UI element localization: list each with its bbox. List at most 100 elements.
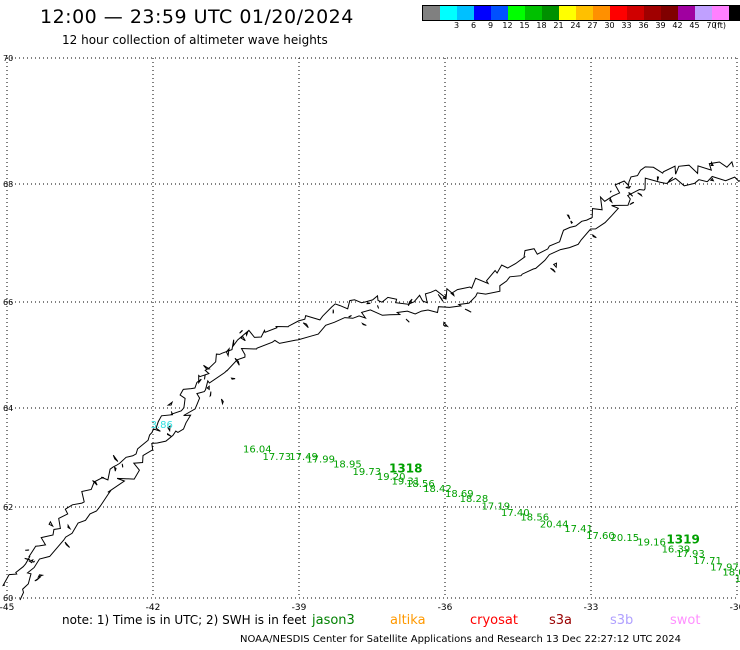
footnote: note: 1) Time is in UTC; 2) SWH is in fe… xyxy=(62,613,307,627)
island-outline xyxy=(637,192,643,198)
color-scale-label: 21 xyxy=(553,21,564,30)
color-scale-label: 18 xyxy=(536,21,547,30)
lat-lon-grid xyxy=(6,57,738,599)
color-scale-label: 33 xyxy=(621,21,632,30)
wave-height-label: 17.40 xyxy=(501,508,530,519)
wave-height-label: 20.44 xyxy=(540,519,569,530)
axis-tick-labels: -45 -42 -39 -36 -33 -30 70 68 66 64 62 60 xyxy=(0,54,740,613)
island-outline xyxy=(67,523,72,531)
island-outline xyxy=(204,373,206,380)
island-outline xyxy=(366,302,371,305)
wave-height-label: 17.60 xyxy=(586,531,615,542)
wave-height-label: 17.49 xyxy=(289,452,318,463)
island-outline xyxy=(121,463,124,468)
island-outline xyxy=(225,347,230,358)
wave-height-label: 19 xyxy=(735,574,740,585)
wave-height-label: 16.39 xyxy=(662,545,691,556)
x-tick-label: -39 xyxy=(292,603,307,613)
color-scale-label: 15 xyxy=(519,21,530,30)
altimeter-tracks: 3.8616.0417.7317.4917.9918.9519.7319.201… xyxy=(151,420,740,585)
island-outline xyxy=(591,234,597,239)
island-outline xyxy=(230,377,236,380)
x-tick-label: -30 xyxy=(730,603,740,613)
credit-footer: NOAA/NESDIS Center for Satellite Applica… xyxy=(240,634,682,645)
wave-height-label: 20.15 xyxy=(610,533,639,544)
island-outline xyxy=(245,330,249,337)
color-swatch xyxy=(440,6,457,20)
x-tick-label: -45 xyxy=(0,603,14,613)
coastline-path xyxy=(2,160,734,587)
island-outline xyxy=(625,185,632,189)
wave-height-label: 17.97 xyxy=(710,563,739,574)
island-outline xyxy=(34,576,41,582)
wave-height-label: 3.86 xyxy=(151,420,173,431)
island-outline xyxy=(710,160,714,166)
island-outline xyxy=(405,318,410,323)
island-outline xyxy=(220,398,224,406)
color-swatch xyxy=(474,6,491,20)
color-swatch xyxy=(695,6,712,20)
satellite-legend-s3a: s3a xyxy=(549,613,573,628)
island-outline xyxy=(656,176,660,181)
color-scale-label: 45 xyxy=(689,21,700,30)
color-scale-label: 9 xyxy=(487,21,494,30)
color-scale-label: 36 xyxy=(638,21,649,30)
island-outline xyxy=(113,466,117,472)
wave-height-label: 19.16 xyxy=(637,538,666,549)
island-outline xyxy=(203,364,211,370)
island-outline xyxy=(48,520,54,528)
color-swatch xyxy=(576,6,593,20)
pass-number-label: 1318 xyxy=(389,461,422,475)
island-outline xyxy=(209,391,212,398)
island-outline xyxy=(566,214,571,220)
color-scale-label: 24 xyxy=(570,21,581,30)
island-outline xyxy=(348,315,352,318)
color-swatch xyxy=(559,6,576,20)
island-outline xyxy=(166,432,172,437)
color-swatch xyxy=(508,6,525,20)
y-tick-label: 70 xyxy=(3,54,13,63)
color-scale-unit: (ft) xyxy=(714,21,727,30)
island-outline xyxy=(167,425,171,433)
color-swatch xyxy=(593,6,610,20)
island-outline xyxy=(24,557,31,561)
island-outline xyxy=(64,541,70,548)
wave-height-label: 18.28 xyxy=(460,494,489,505)
island-outline xyxy=(709,177,715,182)
color-scale-label: 6 xyxy=(470,21,477,30)
color-scale-label: 70 xyxy=(706,21,717,30)
color-swatch xyxy=(712,6,729,20)
color-swatch xyxy=(678,6,695,20)
island-outline xyxy=(112,454,119,462)
y-tick-label: 62 xyxy=(3,503,13,512)
color-scale-label: 39 xyxy=(655,21,666,30)
color-scale-label: 12 xyxy=(502,21,513,30)
color-swatch xyxy=(525,6,542,20)
wave-height-label: 19.73 xyxy=(353,467,382,478)
wave-height-label: 17.41 xyxy=(564,524,593,535)
color-swatch xyxy=(457,6,474,20)
y-tick-label: 60 xyxy=(3,594,13,603)
island-outline xyxy=(239,330,243,334)
x-tick-label: -42 xyxy=(146,603,161,613)
color-swatch xyxy=(542,6,559,20)
wave-height-label: 18.56 xyxy=(520,513,549,524)
island-outline xyxy=(552,262,558,269)
x-tick-label: -36 xyxy=(438,603,453,613)
island-outline xyxy=(667,176,674,183)
map-subtitle: 12 hour collection of altimeter wave hei… xyxy=(62,33,328,47)
wave-height-label: 18.95 xyxy=(333,459,362,470)
color-scale-label: 30 xyxy=(604,21,615,30)
island-outline xyxy=(464,308,472,313)
wave-height-label: 17.71 xyxy=(693,556,722,567)
island-outline xyxy=(206,385,210,391)
wave-height-label: 18.42 xyxy=(423,484,452,495)
island-outline xyxy=(28,559,34,564)
y-tick-label: 66 xyxy=(3,298,13,307)
island-outline xyxy=(609,190,612,193)
wave-height-label: 18.56 xyxy=(406,479,435,490)
color-swatch xyxy=(627,6,644,20)
satellite-legend-altika: altika xyxy=(390,613,426,628)
island-outline xyxy=(32,560,36,563)
